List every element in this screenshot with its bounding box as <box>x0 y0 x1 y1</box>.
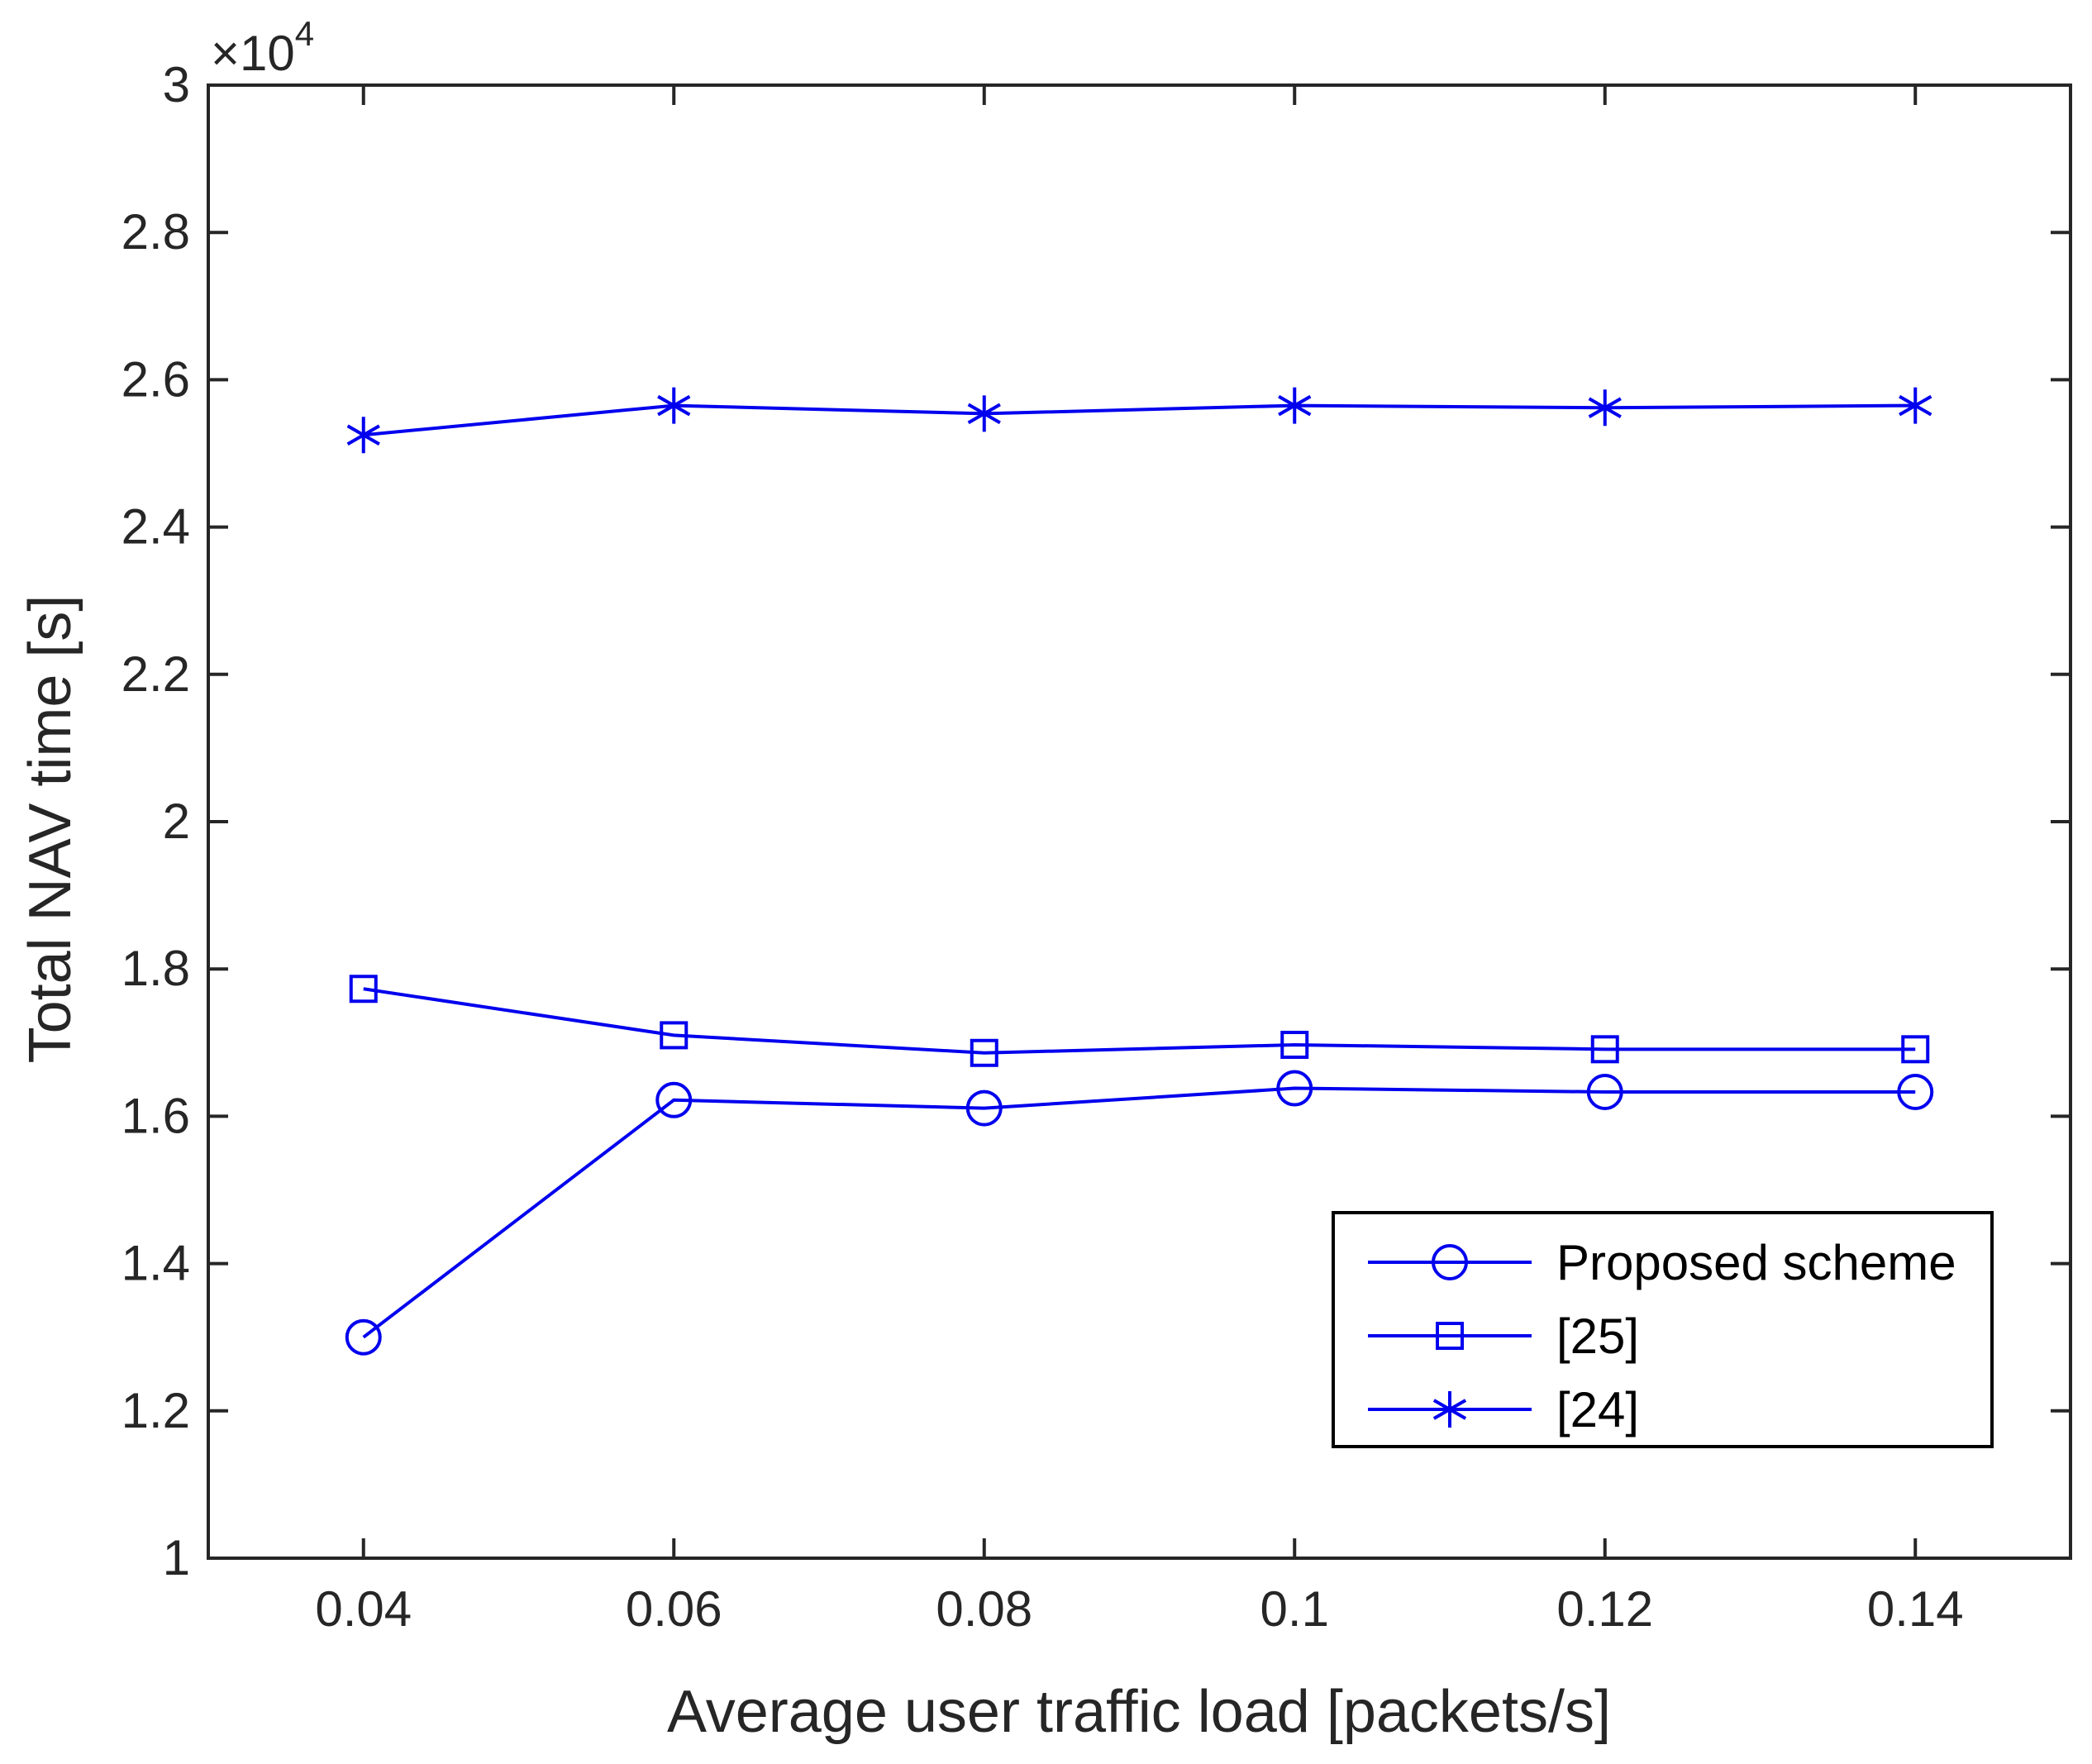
series-1-point <box>965 1089 1003 1127</box>
y-tick-label: 1.4 <box>122 1236 190 1291</box>
series-3-point <box>1588 389 1622 427</box>
y-axis-ticks: 1 1.2 1.4 1.6 1.8 2 2.2 2.4 2.6 2.8 3 <box>122 57 2071 1585</box>
legend-marker-3 <box>1432 1391 1467 1428</box>
x-axis-ticks: 0.04 0.06 0.08 0.1 0.12 0.14 <box>315 85 1964 1637</box>
legend: Proposed scheme [25] [24] <box>1332 1211 1994 1448</box>
series-layer <box>345 387 1934 1356</box>
series-3-point <box>1899 387 1932 424</box>
y-tick-label: 1.6 <box>122 1088 190 1143</box>
exponent-prefix: × <box>211 26 240 81</box>
series-1-point <box>655 1081 693 1118</box>
legend-marker-2 <box>1436 1322 1464 1350</box>
series-3-point <box>1278 387 1312 424</box>
legend-marker-1 <box>1432 1244 1468 1280</box>
exponent-base: 10 <box>240 26 295 81</box>
legend-label-2: [25] <box>1556 1309 1639 1364</box>
x-tick-label: 0.04 <box>315 1581 412 1637</box>
series-2-point <box>970 1038 998 1067</box>
series-3-point <box>967 395 1001 432</box>
series-1-point <box>1276 1070 1313 1107</box>
x-tick-label: 0.1 <box>1260 1581 1329 1637</box>
legend-label-1: Proposed scheme <box>1556 1235 1956 1290</box>
y-tick-label: 1.8 <box>122 941 190 996</box>
series-line-1 <box>362 1086 1916 1339</box>
y-tick-label: 3 <box>163 57 190 112</box>
series-2-point <box>1590 1035 1619 1064</box>
y-axis-title: Total NAV time [s] <box>17 595 83 1064</box>
series-2-point <box>1280 1030 1309 1059</box>
x-tick-label: 0.12 <box>1556 1581 1653 1637</box>
series-2-point <box>349 975 378 1004</box>
y-tick-label: 2.4 <box>122 499 190 555</box>
series-3-point <box>657 387 691 424</box>
y-tick-label: 1.2 <box>122 1383 190 1438</box>
legend-label-3: [24] <box>1556 1382 1639 1437</box>
series-2-point <box>1901 1035 1930 1064</box>
series-1-point <box>345 1318 382 1356</box>
y-tick-label: 2.6 <box>122 351 190 407</box>
x-tick-label: 0.14 <box>1867 1581 1964 1637</box>
y-tick-label: 1 <box>163 1530 190 1585</box>
x-tick-label: 0.06 <box>626 1581 722 1637</box>
x-tick-label: 0.08 <box>936 1581 1032 1637</box>
x-axis-title: Average user traffic load [packets/s] <box>667 1679 1611 1745</box>
series-1-point <box>1586 1073 1623 1110</box>
y-exponent-label: ×104 <box>211 14 314 81</box>
exponent-power: 4 <box>295 14 314 53</box>
series-line-2 <box>363 987 1916 1055</box>
series-2-point <box>660 1021 689 1050</box>
series-1-point <box>1897 1073 1934 1110</box>
y-tick-label: 2 <box>163 794 190 849</box>
series-line-3 <box>363 403 1916 437</box>
y-tick-label: 2.8 <box>122 204 190 260</box>
series-3-point <box>346 417 380 454</box>
legend-box <box>1332 1211 1994 1448</box>
y-tick-label: 2.2 <box>122 646 190 702</box>
